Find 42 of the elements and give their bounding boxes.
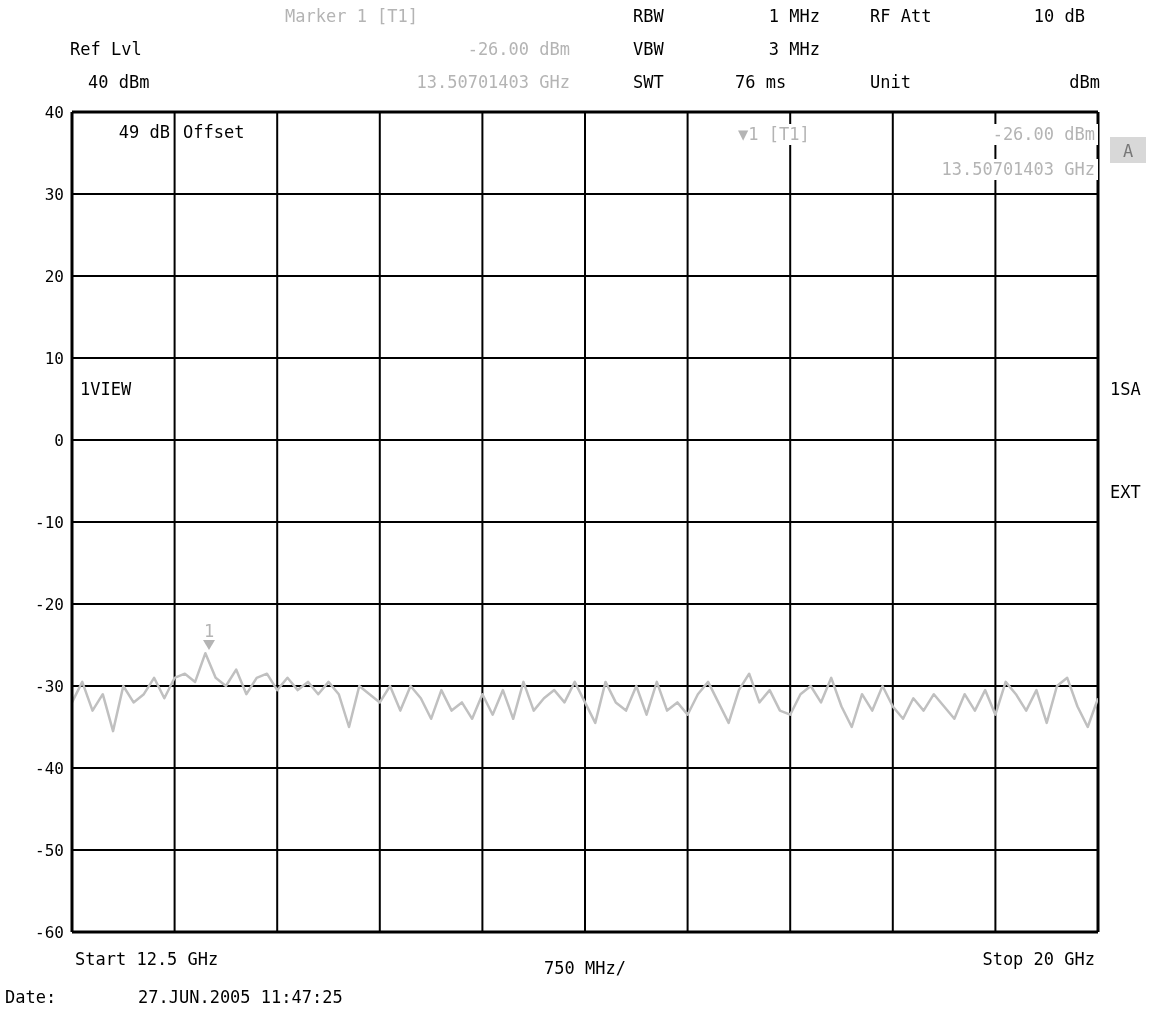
text: 3 MHz [768, 39, 820, 59]
y-tick-label: 30 [44, 184, 64, 204]
y-tick-label: -60 [35, 922, 64, 942]
y-tick-label: 0 [54, 430, 64, 450]
y-tick-label: 20 [44, 266, 64, 286]
text: 10 dB [1033, 6, 1085, 26]
y-tick-label: -20 [35, 594, 64, 614]
y-tick-label: -50 [35, 840, 64, 860]
text: Start 12.5 GHz [75, 949, 219, 969]
text: Unit [870, 72, 911, 92]
text: 13.50701403 GHz [416, 72, 570, 92]
text: Ref Lvl [70, 39, 142, 59]
annotation: Offset [183, 122, 245, 142]
x-axis-title: 750 MHz/ [544, 958, 626, 978]
text: 40 dBm [88, 72, 150, 92]
text: Stop 20 GHz [982, 949, 1095, 969]
text: 27.JUN.2005 11:47:25 [138, 987, 343, 1007]
text: -26.00 dBm [467, 39, 570, 59]
text: EXT [1110, 482, 1141, 502]
text: 1 MHz [768, 6, 820, 26]
text: RBW [633, 6, 665, 26]
y-tick-label: 40 [44, 102, 64, 122]
text: dBm [1069, 72, 1100, 92]
annotation: ▼1 [T1] [738, 124, 810, 144]
y-tick-label: 10 [44, 348, 64, 368]
text: Date: [5, 987, 57, 1007]
text: 1SA [1110, 379, 1141, 399]
text: Marker 1 [T1] [285, 6, 419, 26]
annotation: 49 dB [118, 122, 170, 142]
text: SWT [633, 72, 664, 92]
text: RF Att [870, 6, 932, 26]
text: 76 ms [735, 72, 787, 92]
y-tick-label: -30 [35, 676, 64, 696]
line-series [72, 651, 1098, 733]
text: A [1122, 141, 1134, 161]
annotation: 13.50701403 GHz [941, 159, 1095, 179]
annotation: -26.00 dBm [992, 124, 1095, 144]
annotation: 1 [203, 621, 215, 641]
y-tick-label: -10 [35, 512, 64, 532]
y-tick-label: -40 [35, 758, 64, 778]
annotation: 1VIEW [80, 379, 132, 399]
text: VBW [633, 39, 665, 59]
